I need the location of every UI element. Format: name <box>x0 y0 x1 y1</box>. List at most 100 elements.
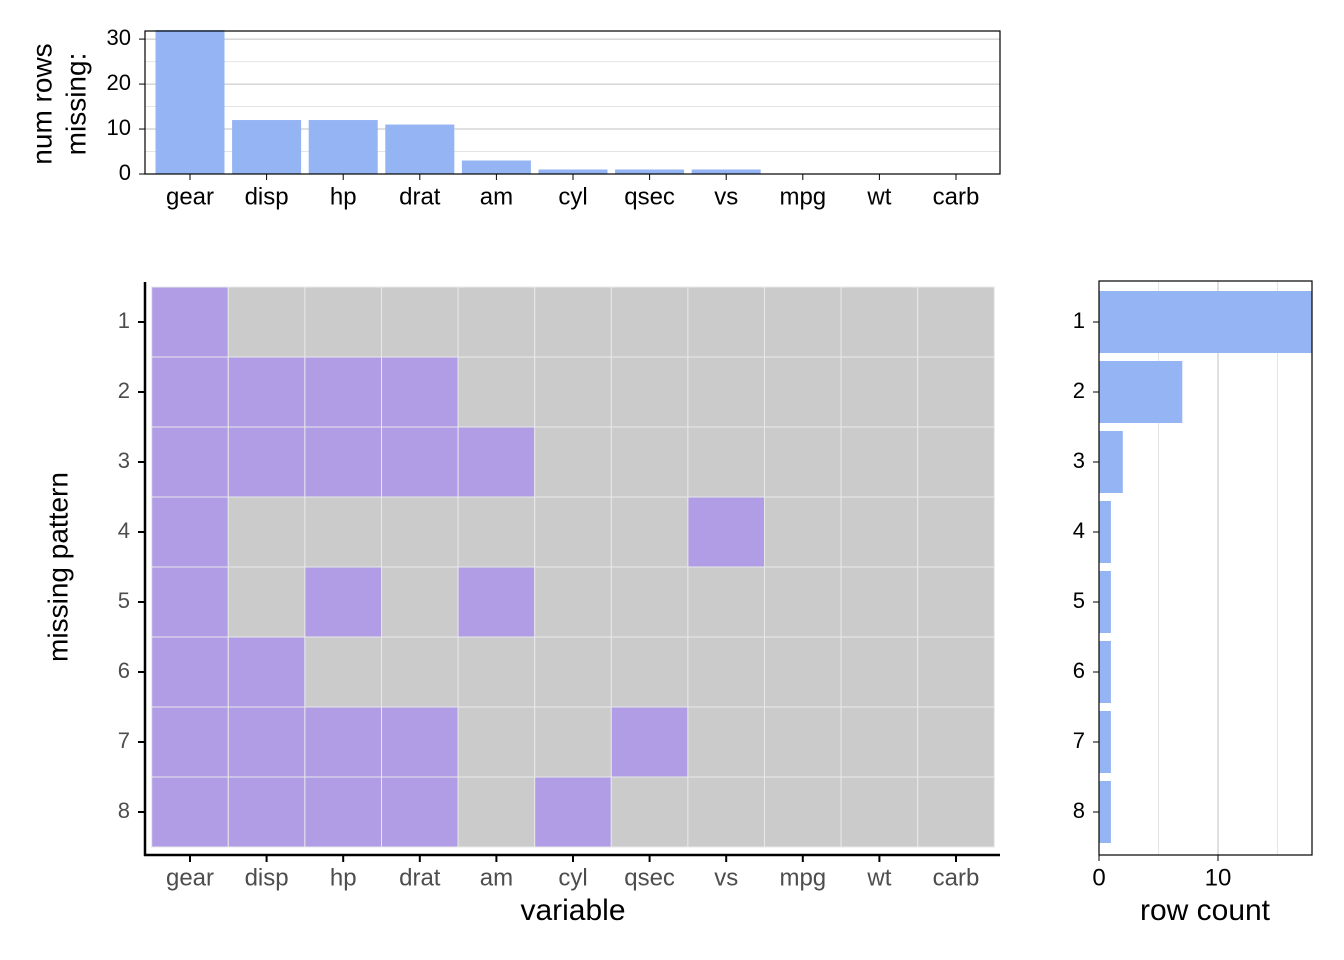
cell <box>534 706 612 778</box>
cell <box>227 286 306 358</box>
cell <box>457 566 536 638</box>
cell <box>457 776 536 848</box>
bar <box>615 169 685 174</box>
cell <box>381 636 459 708</box>
cell <box>917 356 995 428</box>
bar <box>1099 781 1111 843</box>
cell <box>610 426 689 498</box>
cell <box>917 706 995 778</box>
y-tick-label: 0 <box>119 160 131 185</box>
cell <box>840 636 919 708</box>
cell <box>917 426 995 498</box>
bar <box>1099 711 1111 773</box>
bar <box>155 30 225 174</box>
cell <box>227 356 306 428</box>
cell <box>304 566 382 638</box>
cell <box>151 356 229 428</box>
y-axis-label: missing pattern <box>42 472 73 662</box>
cell <box>304 286 382 358</box>
cell <box>917 566 995 638</box>
cell <box>610 636 689 708</box>
cell <box>840 496 919 568</box>
y-tick-label: 6 <box>118 658 130 683</box>
bar <box>1099 291 1312 353</box>
y-tick-label: 7 <box>1073 728 1085 753</box>
bar <box>1099 641 1111 703</box>
x-tick-label: wt <box>866 864 891 891</box>
x-tick-label: disp <box>245 183 289 210</box>
x-tick-label: gear <box>166 183 214 210</box>
cell <box>457 636 536 708</box>
cell <box>534 776 612 848</box>
x-tick-label: cyl <box>558 183 587 210</box>
x-tick-label: carb <box>933 183 980 210</box>
cell <box>151 566 229 638</box>
bar <box>385 124 455 174</box>
cell <box>687 496 766 568</box>
bar <box>461 160 531 174</box>
bar <box>691 169 761 174</box>
cell <box>610 356 689 428</box>
cell <box>381 706 459 778</box>
cell <box>764 636 842 708</box>
y-tick-label: 1 <box>118 308 130 333</box>
y-tick-label: 8 <box>1073 798 1085 823</box>
cell <box>227 636 306 708</box>
y-tick-label: 2 <box>1073 378 1085 403</box>
cell <box>304 496 382 568</box>
cell <box>304 776 382 848</box>
bar <box>232 120 302 174</box>
cell <box>687 566 766 638</box>
y-tick-label: 10 <box>107 115 131 140</box>
cell <box>687 776 766 848</box>
x-tick-label: vs <box>714 183 738 210</box>
cell <box>304 356 382 428</box>
bar <box>1099 571 1111 633</box>
x-tick-label: drat <box>399 183 441 210</box>
cell <box>917 776 995 848</box>
x-tick-label: mpg <box>779 183 826 210</box>
x-tick-label: mpg <box>779 864 826 891</box>
x-tick-label: am <box>480 864 513 891</box>
x-tick-label: drat <box>399 864 441 891</box>
cell <box>687 356 766 428</box>
y-tick-label: 6 <box>1073 658 1085 683</box>
y-tick-label: 2 <box>118 378 130 403</box>
cell <box>227 706 306 778</box>
cell <box>151 636 229 708</box>
cell <box>764 426 842 498</box>
cell <box>227 496 306 568</box>
cell <box>840 776 919 848</box>
cell <box>381 286 459 358</box>
cell <box>534 356 612 428</box>
y-axis-label: num rows <box>26 43 57 164</box>
y-axis-label: missing: <box>60 53 91 156</box>
x-axis-label: variable <box>520 894 625 927</box>
cell <box>304 636 382 708</box>
y-tick-label: 5 <box>1073 588 1085 613</box>
bar <box>1099 431 1123 493</box>
x-tick-label: cyl <box>558 864 587 891</box>
cell <box>534 636 612 708</box>
cell <box>534 566 612 638</box>
cell <box>917 286 995 358</box>
x-tick-label: carb <box>933 864 980 891</box>
y-tick-label: 8 <box>118 798 130 823</box>
panel-border <box>1098 280 1313 856</box>
cell <box>534 286 612 358</box>
cell <box>457 496 536 568</box>
cell <box>610 776 689 848</box>
y-tick-label: 30 <box>107 25 131 50</box>
cell <box>610 496 689 568</box>
y-tick-label: 1 <box>1073 308 1085 333</box>
x-tick-label: vs <box>714 864 738 891</box>
x-tick-label: disp <box>245 864 289 891</box>
cell <box>151 286 229 358</box>
bar <box>538 169 608 174</box>
x-tick-label: hp <box>330 864 357 891</box>
cell <box>151 426 229 498</box>
cell <box>381 496 459 568</box>
y-tick-label: 20 <box>107 70 131 95</box>
y-tick-label: 4 <box>118 518 130 543</box>
cell <box>764 356 842 428</box>
